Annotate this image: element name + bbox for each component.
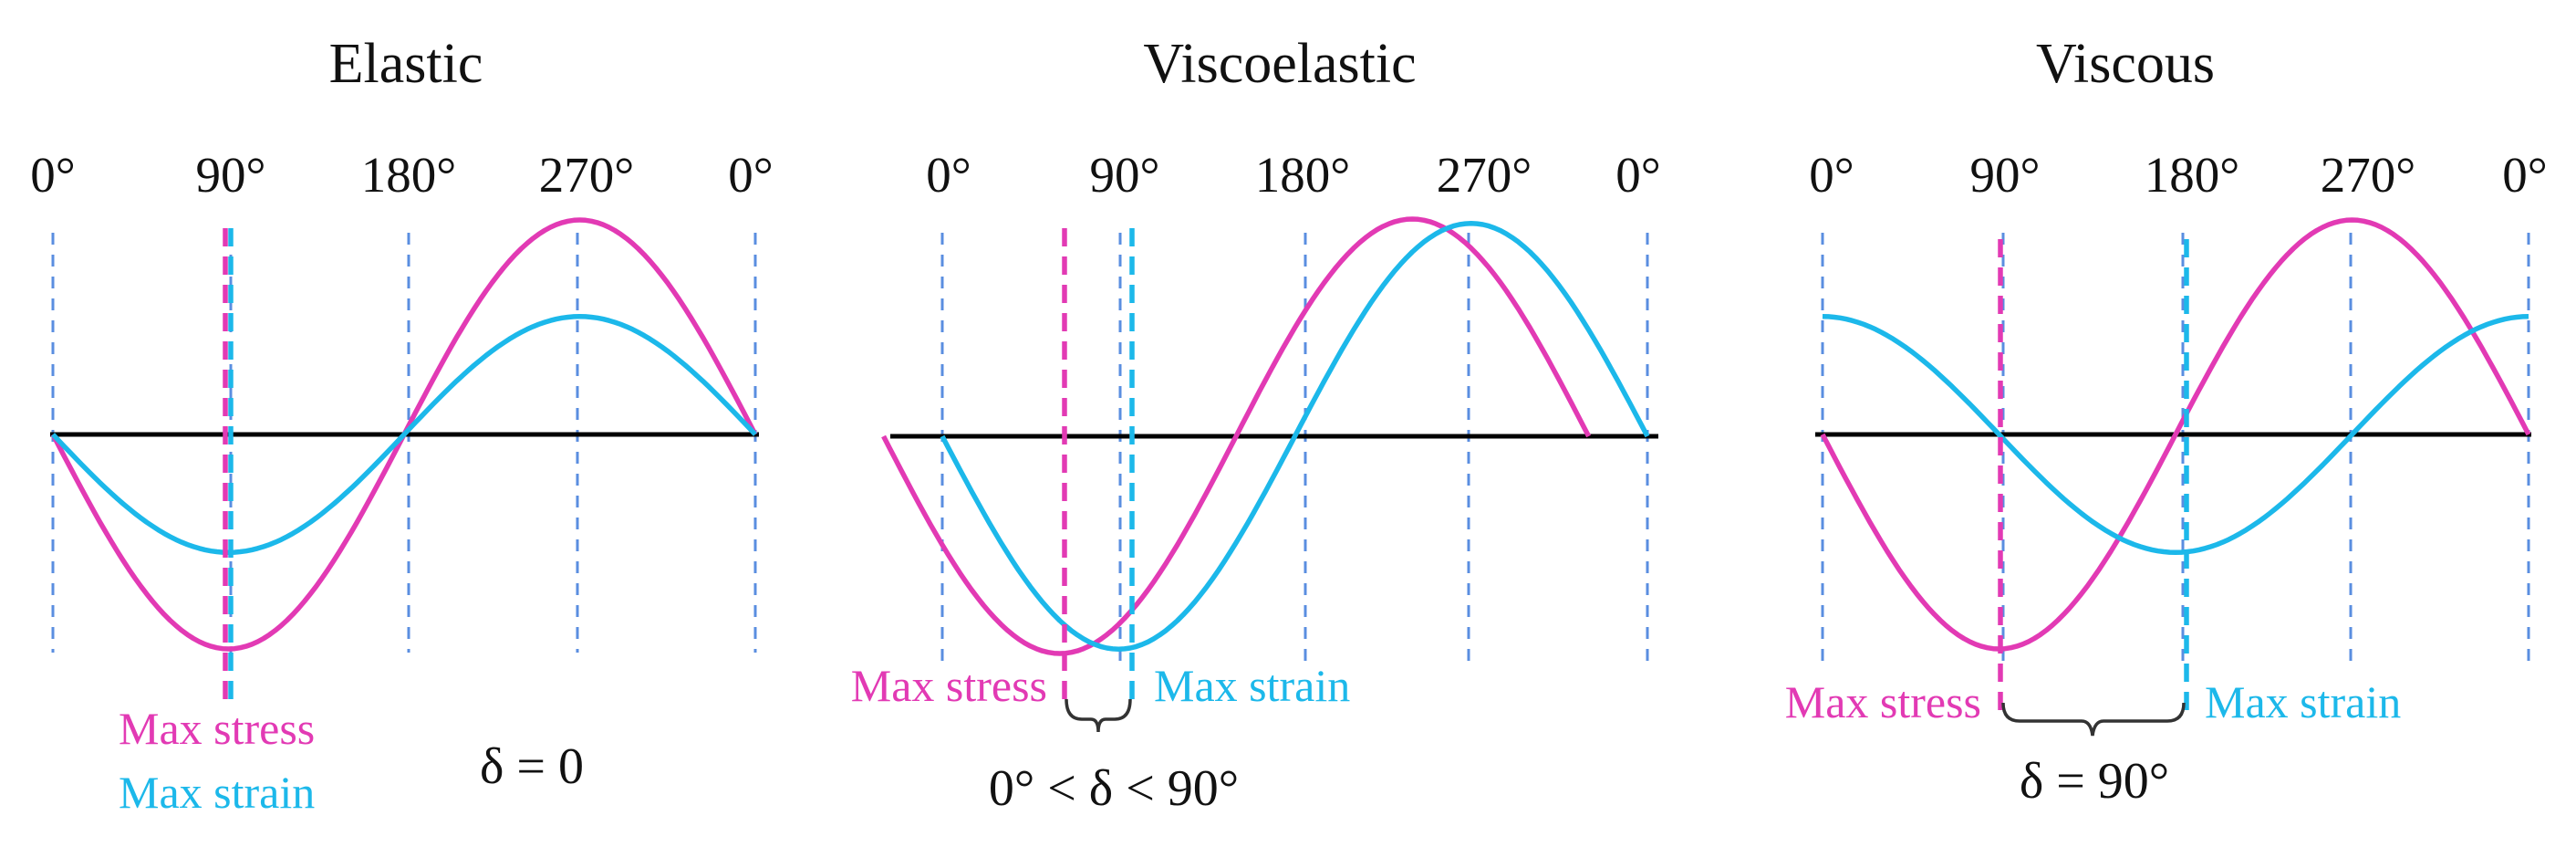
- strain-curve: [940, 221, 1650, 652]
- tick-label-0: 0°: [30, 147, 76, 203]
- panel-title: Elastic: [329, 33, 483, 95]
- tick-label-360: 0°: [728, 147, 774, 203]
- strain-curve: [1822, 314, 2529, 556]
- tick-label-90: 90°: [196, 147, 266, 203]
- tick-label-270: 270°: [1437, 147, 1532, 203]
- phase-brace: [2001, 702, 2186, 737]
- tick-label-90: 90°: [1970, 147, 2041, 203]
- strain-curve: [50, 314, 758, 556]
- tick-label-0: 0°: [926, 147, 971, 203]
- phase-angle-label: δ = 90°: [2020, 753, 2169, 810]
- max-stress-label: Max stress: [119, 703, 315, 754]
- tick-label-0: 0°: [1809, 147, 1854, 203]
- panel-title: Viscoelastic: [1143, 33, 1416, 95]
- viscoelastic-panel: Viscoelastic 0° 90° 180° 270° 0° Max str…: [851, 33, 1661, 817]
- tick-label-180: 180°: [1255, 147, 1351, 203]
- max-strain-label: Max strain: [2205, 676, 2401, 727]
- max-strain-label: Max strain: [119, 767, 315, 818]
- tick-label-180: 180°: [2145, 147, 2240, 203]
- stress-curve: [881, 216, 1592, 656]
- panel-title: Viscous: [2036, 33, 2215, 95]
- tick-label-270: 270°: [2321, 147, 2416, 203]
- tick-label-360: 0°: [1615, 147, 1661, 203]
- max-stress-label: Max stress: [1785, 676, 1981, 727]
- stress-curve: [1820, 217, 2531, 652]
- viscous-panel: Viscous 0° 90° 180° 270° 0° Max stress M…: [1785, 33, 2548, 810]
- tick-label-360: 0°: [2502, 147, 2548, 203]
- max-strain-label: Max strain: [1154, 660, 1350, 711]
- phase-brace: [1065, 698, 1132, 733]
- tick-label-90: 90°: [1090, 147, 1160, 203]
- phase-angle-label: δ = 0: [480, 738, 584, 795]
- elastic-panel: Elastic 0° 90° 180° 270° 0° Max stress M…: [30, 33, 774, 818]
- max-stress-label: Max stress: [851, 660, 1047, 711]
- tick-label-270: 270°: [539, 147, 635, 203]
- phase-angle-label: 0° < δ < 90°: [989, 760, 1239, 817]
- tick-label-180: 180°: [361, 147, 457, 203]
